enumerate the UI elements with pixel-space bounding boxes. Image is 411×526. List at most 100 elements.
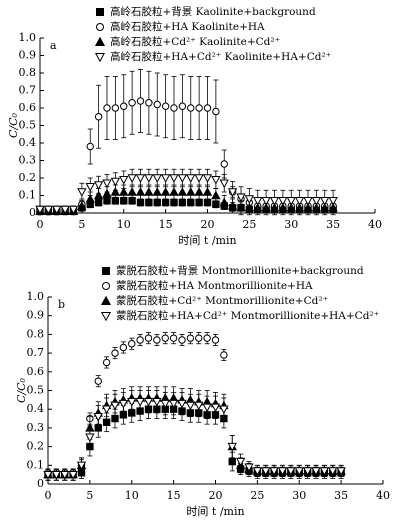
marker [186,187,196,196]
marker [187,198,195,207]
marker [244,463,254,473]
marker [177,187,188,196]
marker [286,467,296,476]
legend-marker [102,267,110,275]
marker [85,194,95,203]
y-tick-label: 0.1 [27,458,45,471]
marker [177,399,187,409]
marker [94,377,102,385]
marker [220,351,228,359]
x-axis-label: 时间 t /min [178,234,236,247]
marker [253,197,263,206]
marker [178,336,186,344]
x-tick-label: 25 [250,489,264,502]
x-tick-label: 35 [334,489,348,502]
marker [144,334,153,342]
marker [194,174,204,183]
marker [186,174,196,183]
y-tick-label: 0.2 [27,440,45,453]
marker [128,99,136,107]
y-tick-label: 0.7 [27,346,45,359]
marker [261,197,271,206]
marker [212,107,220,116]
marker [211,336,220,344]
legend-label: 高岭石胶粒+背景 Kaolinite+background [110,5,316,18]
legend-label: 蒙脱石胶粒+背景 Montmorillionite+background [116,264,364,277]
panel-label: b [58,298,65,311]
marker [219,197,229,207]
marker [160,399,170,409]
marker [103,104,111,112]
marker [203,198,212,207]
marker [127,398,137,407]
marker [135,398,145,407]
marker [119,187,129,196]
marker [202,187,213,196]
marker [144,174,154,183]
legend-label: 高岭石胶粒+HA+Cd²⁺ Kaolinite+HA+Cd²⁺ [110,50,331,63]
marker [185,401,196,411]
marker [136,336,144,344]
legend-label: 高岭石胶粒+Cd²⁺ Kaolinite+Cd²⁺ [110,35,280,48]
marker [302,467,313,476]
x-tick-label: 10 [117,218,131,231]
marker [169,187,179,196]
y-tick-label: 0 [29,206,36,219]
x-tick-label: 35 [326,218,340,231]
marker [110,401,120,411]
y-tick-label: 0.5 [27,384,45,397]
x-tick-label: 40 [376,489,390,502]
marker [143,398,154,407]
marker [168,399,179,409]
marker [210,403,221,413]
y-axis-label: C/C₀ [15,377,28,403]
marker [235,457,246,467]
marker [328,467,338,476]
marker [195,334,203,342]
marker [195,198,203,207]
marker [145,99,153,107]
x-tick-label: 15 [159,218,173,231]
marker [111,104,120,112]
y-tick-label: 0.1 [19,189,37,202]
marker [152,187,162,196]
legend-marker [94,36,106,46]
marker [144,187,154,196]
legend-label: 蒙脱石胶粒+HA+Cd²⁺ Montmorillionite+HA+Cd²⁺ [116,309,379,322]
legend-label: 蒙脱石胶粒+HA Montmorillionite+HA [116,279,313,292]
marker [320,197,330,206]
legend-marker [96,23,104,31]
marker [170,198,178,207]
y-tick-label: 0.4 [27,402,45,415]
marker [119,176,129,185]
marker [219,405,229,415]
y-tick-label: 0.4 [19,136,37,149]
marker [86,142,94,151]
y-tick-label: 0.3 [27,421,45,434]
marker [110,177,121,187]
y-tick-label: 0.8 [27,327,45,340]
marker [77,188,87,197]
marker [68,470,78,480]
marker [76,461,87,471]
marker [220,160,228,168]
marker [153,198,161,207]
marker [60,470,70,480]
marker [101,405,112,415]
marker [161,102,170,110]
y-tick-label: 0.5 [19,119,37,132]
x-tick-label: 10 [125,489,139,502]
marker [118,399,129,409]
marker [68,205,79,215]
legend-marker [100,312,112,322]
panel-label: a [50,39,57,52]
marker [145,198,153,207]
marker [203,334,211,342]
marker [127,187,137,196]
x-tick-label: 20 [209,489,223,502]
marker [77,201,87,210]
marker [170,104,178,112]
marker [102,358,111,367]
y-tick-label: 0.6 [27,365,45,378]
y-tick-label: 0.9 [19,49,37,62]
